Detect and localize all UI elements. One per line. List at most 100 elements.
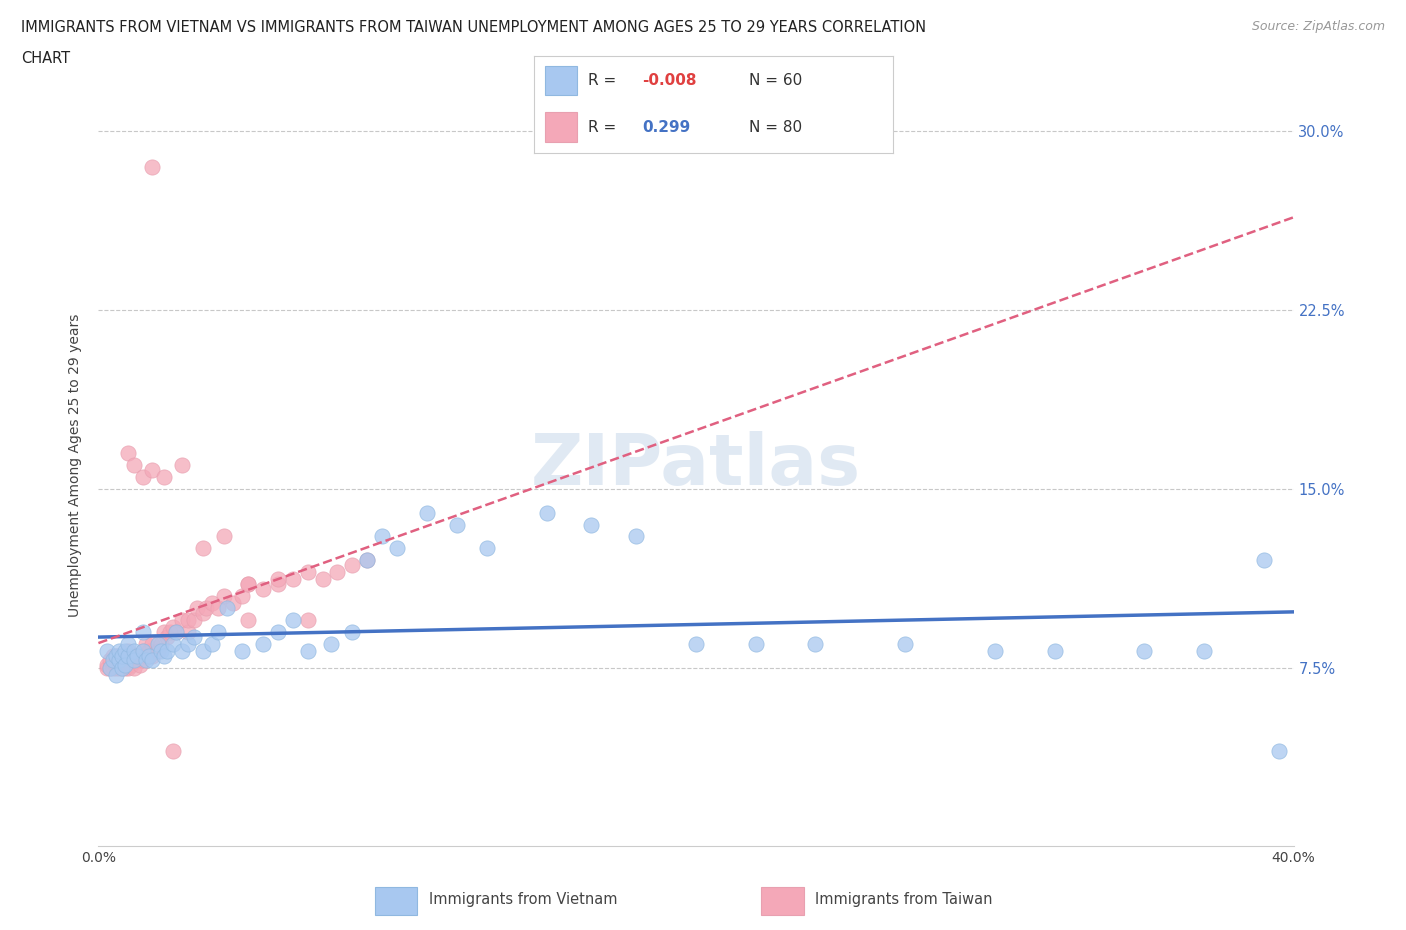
Point [105, 660, 128, 675]
Point [141, 636, 163, 651]
Text: -0.008: -0.008 [641, 73, 696, 87]
Point [231, 589, 253, 604]
Point [124, 660, 146, 675]
Point [132, 644, 155, 658]
Point [96, 658, 118, 672]
Point [127, 653, 149, 668]
Point [111, 648, 134, 663]
Point [148, 636, 170, 651]
Point [103, 653, 125, 668]
Point [141, 648, 163, 663]
Point [150, 636, 173, 651]
Point [222, 596, 245, 611]
Text: CHART: CHART [21, 51, 70, 66]
Bar [762, 887, 804, 915]
Point [201, 596, 224, 611]
Point [129, 658, 152, 672]
Point [371, 529, 394, 544]
Point [105, 668, 128, 683]
Point [804, 636, 827, 651]
Point [105, 648, 128, 663]
Point [416, 505, 439, 520]
Point [201, 636, 224, 651]
Text: Source: ZipAtlas.com: Source: ZipAtlas.com [1251, 20, 1385, 33]
Point [685, 636, 707, 651]
Point [252, 636, 274, 651]
Point [745, 636, 768, 651]
Point [132, 624, 155, 639]
Point [267, 624, 290, 639]
Point [120, 658, 142, 672]
Point [103, 648, 125, 663]
Point [236, 613, 259, 628]
Point [117, 653, 139, 668]
Point [165, 624, 187, 639]
Point [297, 644, 319, 658]
Point [100, 653, 122, 668]
Point [135, 648, 157, 663]
Point [117, 445, 139, 460]
Text: R =: R = [588, 120, 616, 135]
Point [172, 613, 194, 628]
Point [626, 529, 648, 544]
Point [195, 601, 218, 616]
Point [124, 458, 146, 472]
Point [172, 458, 194, 472]
Point [207, 624, 229, 639]
Point [114, 660, 136, 675]
Point [124, 648, 146, 663]
Text: IMMIGRANTS FROM VIETNAM VS IMMIGRANTS FROM TAIWAN UNEMPLOYMENT AMONG AGES 25 TO : IMMIGRANTS FROM VIETNAM VS IMMIGRANTS FR… [21, 20, 927, 35]
Point [138, 648, 160, 663]
Point [117, 644, 139, 658]
Text: N = 60: N = 60 [749, 73, 803, 87]
Point [236, 577, 259, 591]
Point [475, 541, 498, 556]
Point [111, 658, 134, 672]
Bar [374, 887, 418, 915]
Point [138, 644, 160, 658]
Point [297, 613, 319, 628]
Text: 0.299: 0.299 [641, 120, 690, 135]
Point [446, 517, 468, 532]
Point [212, 589, 235, 604]
Point [117, 658, 139, 672]
Point [267, 572, 290, 587]
Point [186, 601, 208, 616]
Point [114, 644, 136, 658]
Point [165, 624, 187, 639]
Point [156, 644, 179, 658]
Bar [546, 66, 578, 95]
Point [153, 648, 176, 663]
Point [141, 160, 163, 175]
Point [141, 653, 163, 668]
Point [114, 658, 136, 672]
Point [581, 517, 603, 532]
Point [111, 660, 134, 675]
Point [100, 660, 122, 675]
Point [177, 636, 200, 651]
Point [1253, 553, 1275, 568]
Text: Immigrants from Vietnam: Immigrants from Vietnam [429, 892, 617, 908]
Text: ZIPatlas: ZIPatlas [531, 431, 860, 499]
Point [117, 636, 139, 651]
Point [1133, 644, 1156, 658]
Point [894, 636, 917, 651]
Point [132, 653, 155, 668]
Point [124, 644, 146, 658]
Point [231, 644, 253, 658]
Point [132, 644, 155, 658]
Point [1192, 644, 1215, 658]
Point [183, 613, 205, 628]
Point [191, 605, 214, 620]
Point [177, 613, 200, 628]
Point [105, 658, 128, 672]
Point [342, 558, 364, 573]
Point [162, 619, 184, 634]
Point [153, 624, 176, 639]
Point [124, 653, 146, 668]
Point [1267, 744, 1289, 759]
Point [356, 553, 378, 568]
Point [191, 644, 214, 658]
Point [96, 660, 118, 675]
Point [132, 470, 155, 485]
